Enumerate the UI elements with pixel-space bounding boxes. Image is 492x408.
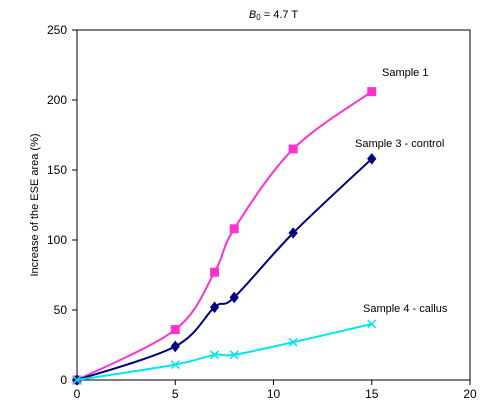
data-point-x	[210, 350, 220, 360]
y-tick-label: 250	[47, 23, 67, 37]
data-point-x	[288, 337, 298, 347]
title-suffix: = 4.7 T	[261, 9, 299, 21]
title-prefix: B	[249, 9, 256, 21]
series-label: Sample 4 - callus	[363, 303, 448, 315]
data-point-diamond	[170, 340, 180, 353]
y-tick-label: 200	[47, 93, 67, 107]
data-point-x-stroke	[229, 350, 239, 360]
series-2: Sample 3 - control	[72, 138, 444, 386]
data-point-x-stroke	[210, 350, 220, 360]
plot-frame	[76, 29, 471, 381]
data-point-square	[288, 144, 298, 154]
data-point-square	[367, 87, 377, 97]
data-point-diamond	[209, 301, 220, 314]
data-point-square	[170, 325, 180, 335]
x-tick-label: 5	[172, 387, 179, 401]
y-tick-label: 100	[47, 233, 67, 247]
data-point-diamond	[367, 152, 377, 165]
y-tick-label: 50	[54, 303, 68, 317]
plot-border	[76, 29, 471, 381]
x-tick-label: 0	[74, 387, 81, 401]
data-point-square	[229, 224, 239, 234]
data-point-x-stroke	[367, 319, 377, 329]
y-tick-label: 0	[60, 373, 67, 387]
data-point-square	[210, 267, 220, 277]
data-point-x-stroke	[170, 360, 180, 370]
series-3: Sample 4 - callus	[72, 303, 448, 385]
data-point-x	[367, 319, 377, 329]
series-label: Sample 3 - control	[355, 138, 444, 150]
series-label: Sample 1	[382, 67, 428, 79]
series-line	[76, 323, 372, 381]
x-tick-label: 10	[267, 387, 281, 401]
data-point-diamond	[288, 227, 298, 239]
chart-title: B0 = 4.7 T	[249, 9, 298, 22]
x-tick-label: 15	[365, 387, 379, 401]
title-subscript: 0	[256, 13, 261, 22]
data-point-x-stroke	[72, 375, 82, 385]
series-line	[76, 158, 373, 381]
series-line	[76, 90, 373, 381]
series-1: Sample 1	[72, 67, 428, 385]
data-point-x	[72, 375, 82, 385]
series-layer: Sample 1 Sample 3 - control Sample 4 - cal…	[72, 67, 448, 386]
y-tick-label: 150	[47, 163, 67, 177]
data-point-x	[170, 360, 180, 370]
data-point-x	[229, 350, 239, 360]
y-axis-label: Increase of the ESE area (%)	[29, 133, 41, 276]
data-point-diamond	[229, 291, 239, 304]
data-point-x-stroke	[288, 337, 298, 347]
x-tick-label: 20	[463, 387, 477, 401]
